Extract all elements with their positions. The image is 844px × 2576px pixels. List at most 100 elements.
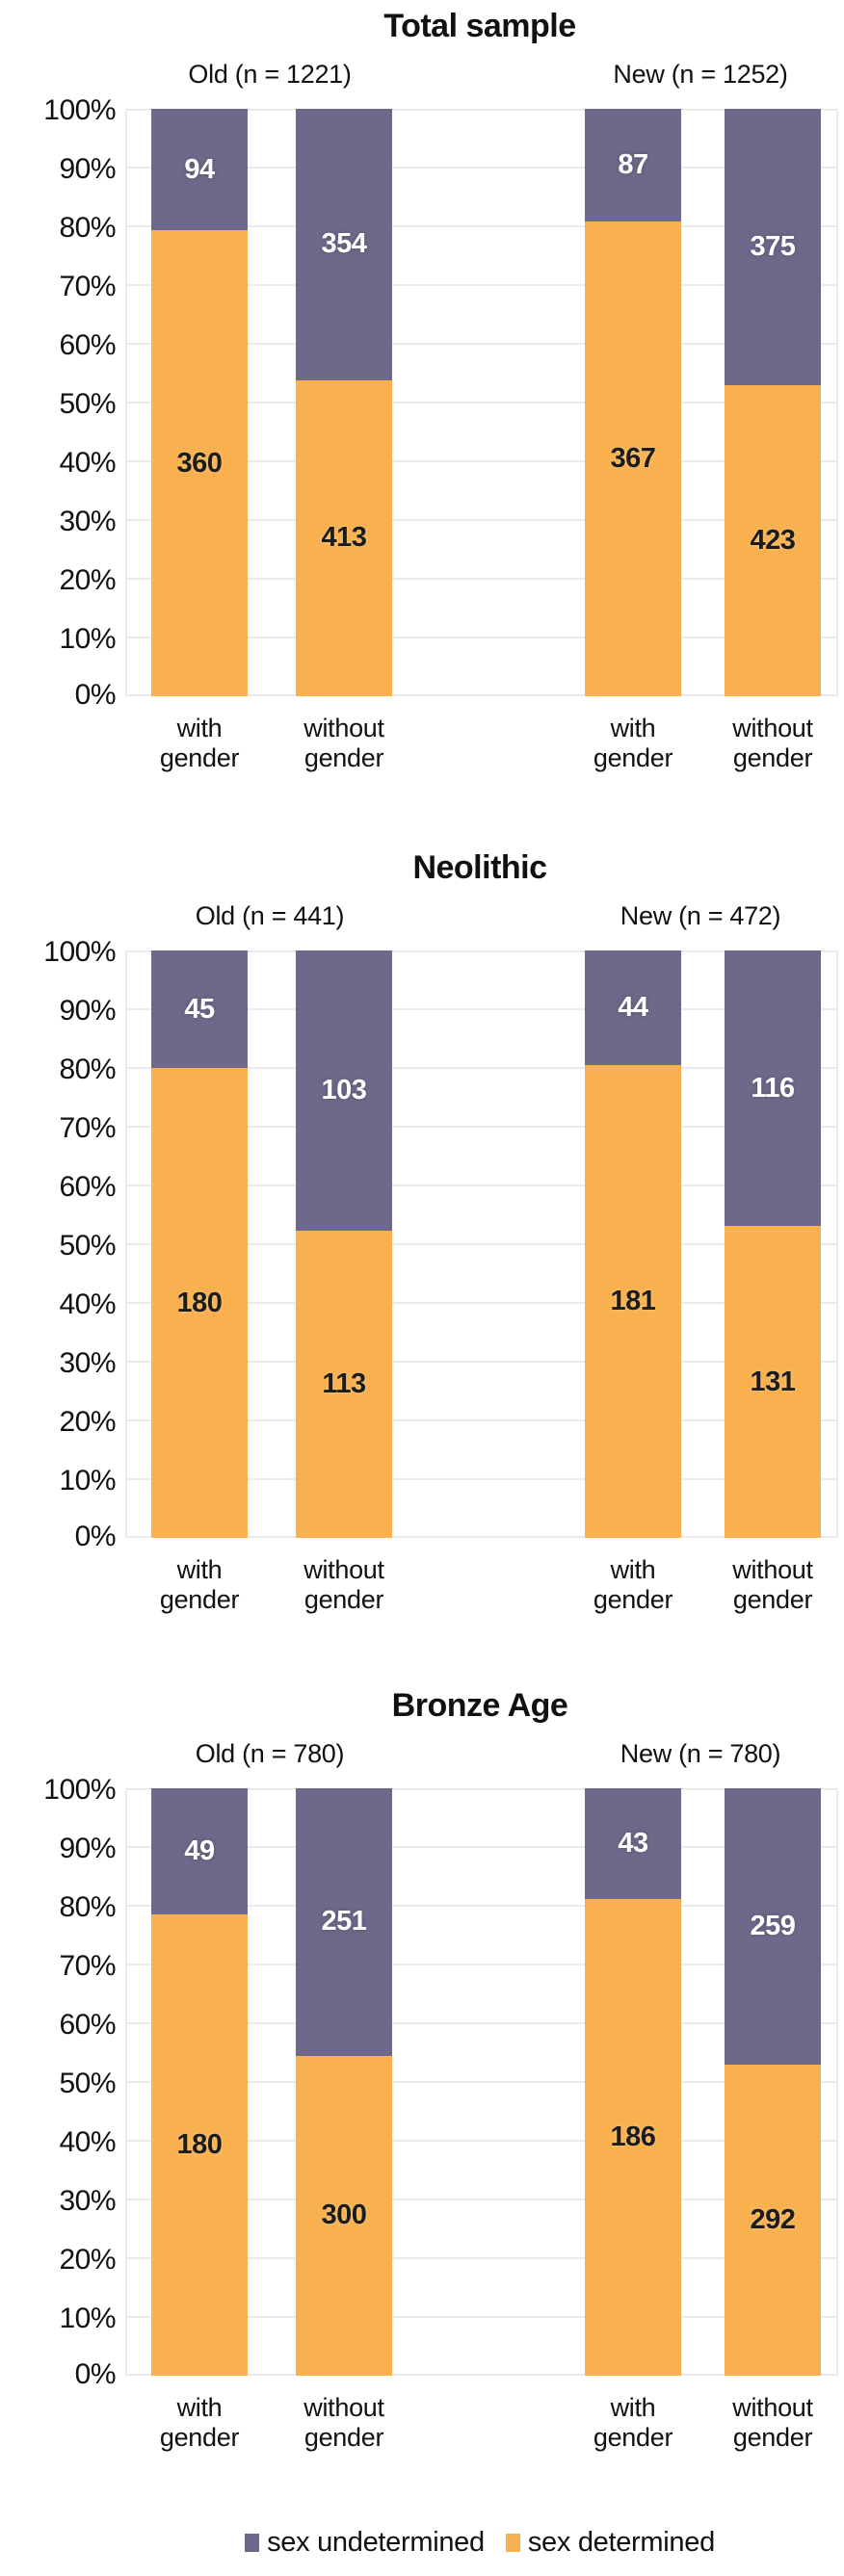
segment-sex-undetermined: 45 [151, 950, 248, 1068]
y-axis-tick: 50% [59, 2068, 116, 2099]
x-axis-label: without gender [732, 1555, 813, 1614]
segment-value: 131 [750, 1366, 796, 1397]
y-axis-tick: 10% [59, 2303, 116, 2334]
segment-sex-undetermined: 259 [725, 1788, 821, 2065]
x-axis-label: with gender [593, 714, 673, 772]
y-axis-tick: 70% [59, 271, 116, 302]
segment-value: 251 [321, 1906, 367, 1938]
x-axis-label: with gender [159, 1555, 240, 1614]
chart-total-sample: Total sample Old (n = 1221) New (n = 125… [0, 2, 844, 801]
y-axis-tick: 80% [59, 1054, 116, 1085]
legend-label: sex undetermined [267, 2526, 485, 2558]
y-axis-tick: 80% [59, 212, 116, 244]
y-axis-tick: 40% [59, 447, 116, 479]
y-axis-tick: 90% [59, 1833, 116, 1864]
legend-swatch-undetermined [245, 2533, 260, 2552]
segment-value: 113 [322, 1367, 366, 1399]
y-axis-tick: 20% [59, 2244, 116, 2276]
segment-value: 423 [750, 524, 796, 556]
chart-title: Neolithic [412, 849, 547, 886]
bar-old-without-gender: 354 413 [296, 109, 392, 696]
bar-old-with-gender: 45 180 [151, 950, 248, 1538]
y-axis-tick: 20% [59, 1406, 116, 1438]
x-axis-label: without gender [732, 2393, 813, 2452]
y-axis-tick: 20% [59, 564, 116, 596]
group-label-old: Old (n = 441) [195, 901, 345, 930]
segment-sex-undetermined: 251 [296, 1788, 392, 2056]
y-axis-tick: 50% [59, 1230, 116, 1262]
group-label-old: Old (n = 1221) [188, 60, 352, 89]
y-axis-tick: 0% [74, 679, 117, 711]
segment-value: 375 [750, 230, 796, 262]
segment-sex-determined: 180 [151, 1068, 248, 1538]
plot-area: 100% 90% 80% 70% 60% 50% 40% 30% 20% 10%… [43, 1774, 838, 2452]
legend-item-sex-undetermined: sex undetermined [245, 2527, 485, 2559]
chart-title: Bronze Age [391, 1687, 568, 1724]
segment-sex-determined: 131 [725, 1226, 821, 1538]
y-axis-tick: 60% [59, 1171, 116, 1203]
segment-value: 180 [176, 2128, 223, 2160]
bar-old-without-gender: 103 113 [296, 950, 392, 1538]
y-axis-tick: 0% [74, 2358, 117, 2390]
segment-value: 180 [176, 1287, 223, 1318]
chart-bronze-age: Bronze Age Old (n = 780) New (n = 780) 1… [0, 1681, 844, 2481]
segment-value: 367 [610, 442, 656, 474]
y-axis-tick: 10% [59, 623, 116, 655]
segment-value: 292 [750, 2203, 796, 2235]
x-axis-label: with gender [593, 2393, 673, 2452]
bar-old-without-gender: 251 300 [296, 1788, 392, 2376]
x-axis-label: without gender [303, 1555, 384, 1614]
y-axis-tick: 60% [59, 329, 116, 361]
y-axis-tick: 30% [59, 506, 116, 537]
segment-sex-undetermined: 116 [725, 950, 821, 1227]
segment-value: 186 [610, 2121, 656, 2152]
segment-sex-undetermined: 49 [151, 1788, 248, 1914]
segment-value: 360 [176, 447, 223, 479]
x-axis-label: with gender [159, 2393, 240, 2452]
x-axis-label: without gender [303, 714, 384, 772]
chart-neolithic: Neolithic Old (n = 441) New (n = 472) 10… [0, 844, 844, 1643]
segment-value: 87 [618, 148, 648, 180]
y-axis-tick: 30% [59, 1347, 116, 1379]
bar-new-with-gender: 43 186 [585, 1788, 681, 2376]
bar-new-without-gender: 116 131 [725, 950, 821, 1538]
segment-sex-determined: 186 [585, 1898, 681, 2376]
group-label-new: New (n = 780) [620, 1739, 781, 1768]
segment-value: 94 [184, 153, 215, 185]
segment-value: 354 [321, 228, 367, 260]
y-axis-tick: 100% [43, 94, 116, 126]
x-axis-label: without gender [303, 2393, 384, 2452]
segment-value: 300 [321, 2199, 367, 2231]
segment-sex-undetermined: 43 [585, 1788, 681, 1899]
segment-sex-determined: 413 [296, 379, 392, 696]
segment-sex-determined: 300 [296, 2055, 392, 2376]
y-axis-tick: 40% [59, 1288, 116, 1320]
legend-item-sex-determined: sex determined [505, 2527, 715, 2559]
bar-new-without-gender: 259 292 [725, 1788, 821, 2376]
plot-area: 100% 90% 80% 70% 60% 50% 40% 30% 20% 10%… [43, 94, 838, 772]
group-label-new: New (n = 472) [620, 901, 781, 930]
segment-sex-determined: 292 [725, 2064, 821, 2376]
y-axis-tick: 10% [59, 1465, 116, 1496]
bar-new-with-gender: 87 367 [585, 109, 681, 696]
legend-swatch-determined [505, 2533, 520, 2552]
y-axis-tick: 100% [43, 1774, 116, 1806]
y-axis-tick: 60% [59, 2009, 116, 2041]
group-label-new: New (n = 1252) [613, 60, 788, 89]
segment-sex-undetermined: 94 [151, 109, 248, 231]
plot-area: 100% 90% 80% 70% 60% 50% 40% 30% 20% 10%… [43, 936, 838, 1614]
chart-title: Total sample [383, 8, 576, 44]
bar-old-with-gender: 94 360 [151, 109, 248, 696]
bar-new-without-gender: 375 423 [725, 109, 821, 696]
segment-sex-determined: 360 [151, 230, 248, 696]
segment-value: 259 [750, 1910, 796, 1941]
segment-value: 44 [618, 992, 648, 1024]
group-label-old: Old (n = 780) [195, 1739, 345, 1768]
legend: sex undetermined sex determined [125, 2523, 834, 2562]
segment-value: 413 [321, 522, 367, 554]
segment-sex-undetermined: 44 [585, 950, 681, 1066]
segment-sex-determined: 180 [151, 1913, 248, 2376]
segment-sex-undetermined: 375 [725, 109, 821, 385]
y-axis-tick: 30% [59, 2185, 116, 2217]
